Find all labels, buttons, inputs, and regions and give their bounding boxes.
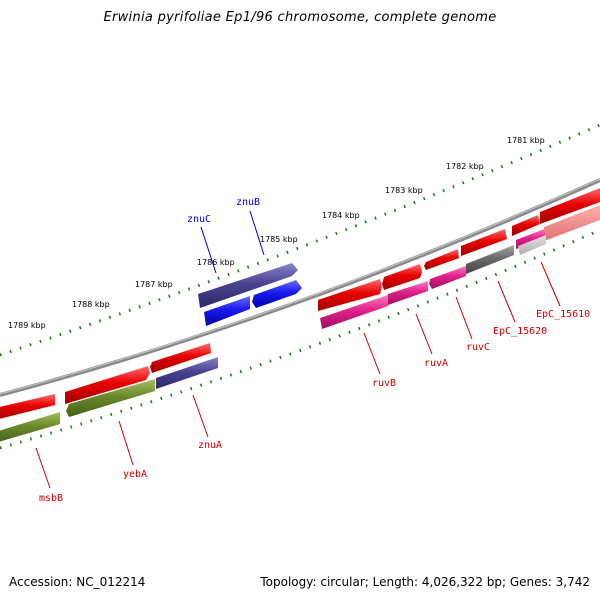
genome-backbone	[0, 178, 600, 397]
gene-feature[interactable]	[0, 394, 55, 420]
outer-scale-arc	[0, 123, 600, 357]
gene-feature[interactable]	[429, 266, 466, 289]
forward-strand-genes	[0, 188, 600, 420]
kbp-label: 1788 kbp	[72, 300, 110, 309]
topology-text: Topology: circular; Length: 4,026,322 bp…	[260, 575, 590, 589]
gene-label-znuc[interactable]: znuC	[187, 214, 211, 225]
gene-feature[interactable]	[204, 296, 250, 326]
gene-feature[interactable]	[318, 279, 382, 311]
gene-feature[interactable]	[0, 412, 60, 443]
gene-feature[interactable]	[382, 264, 422, 290]
gene-feature[interactable]	[461, 229, 507, 256]
znu-genes	[198, 263, 302, 326]
gene-feature[interactable]	[320, 295, 388, 329]
gene-label-ruvb[interactable]: ruvB	[372, 378, 396, 389]
gene-feature[interactable]	[150, 343, 211, 373]
kbp-label: 1786 kbp	[197, 258, 235, 267]
gene-feature[interactable]	[65, 366, 150, 404]
gene-feature[interactable]	[66, 379, 155, 417]
gene-feature[interactable]	[544, 205, 600, 241]
kbp-label: 1783 kbp	[385, 186, 423, 195]
gene-feature[interactable]	[540, 188, 600, 224]
kbp-label: 1787 kbp	[135, 280, 173, 289]
gene-feature[interactable]	[388, 281, 428, 305]
gene-label-yeba[interactable]: yebA	[123, 469, 147, 480]
gene-feature[interactable]	[252, 280, 302, 308]
kbp-label: 1784 kbp	[322, 211, 360, 220]
kbp-label: 1782 kbp	[446, 162, 484, 171]
gene-label-ruvc[interactable]: ruvC	[466, 342, 490, 353]
gene-label-epc-15610[interactable]: EpC_15610	[536, 309, 590, 320]
gene-feature[interactable]	[518, 235, 546, 255]
kbp-label: 1789 kbp	[8, 321, 46, 330]
gene-feature[interactable]	[156, 357, 218, 389]
gene-label-znub[interactable]: znuB	[236, 197, 260, 208]
gene-feature[interactable]	[466, 245, 514, 274]
kbp-label: 1781 kbp	[507, 136, 545, 145]
map-title: Erwinia pyrifoliae Ep1/96 chromosome, co…	[103, 10, 497, 25]
accession-text: Accession: NC_012214	[9, 575, 146, 589]
gene-label-epc-15620[interactable]: EpC_15620	[493, 326, 547, 337]
gene-feature[interactable]	[512, 215, 540, 236]
gene-label-msbb[interactable]: msbB	[39, 493, 63, 504]
gene-label-znua[interactable]: znuA	[198, 440, 222, 451]
gene-feature[interactable]	[424, 249, 459, 270]
leader-lines	[35, 210, 561, 489]
reverse-strand-genes	[0, 229, 546, 443]
kbp-label: 1785 kbp	[260, 235, 298, 244]
gene-feature[interactable]	[198, 263, 298, 308]
inner-scale-arc	[0, 228, 600, 450]
gene-label-ruva[interactable]: ruvA	[424, 358, 448, 369]
